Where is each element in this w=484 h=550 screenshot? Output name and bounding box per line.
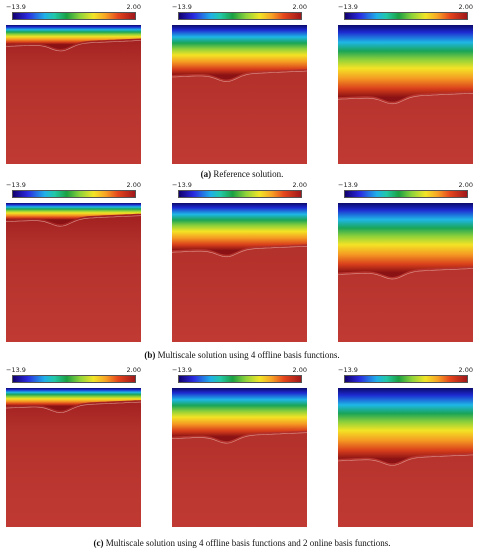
colorbar xyxy=(178,12,302,20)
front-line xyxy=(338,268,473,280)
solution-map xyxy=(338,25,473,164)
panel-a3: −13.9 2.00 xyxy=(338,3,473,164)
colorbar-max-label: 2.00 xyxy=(458,3,473,11)
colorbar-max-label: 2.00 xyxy=(458,366,473,374)
caption-text: Reference solution. xyxy=(211,169,284,179)
colorbar-min-label: −13.9 xyxy=(338,181,358,189)
saturated-region xyxy=(6,25,141,164)
front-line xyxy=(6,40,141,52)
colorbar xyxy=(344,375,468,383)
front-line xyxy=(338,454,473,466)
front-line xyxy=(338,93,473,105)
caption-tag: (a) xyxy=(200,169,212,179)
caption-tag: (c) xyxy=(93,538,104,548)
solution-map xyxy=(172,25,307,164)
solution-map xyxy=(338,203,473,342)
gradient-band xyxy=(172,388,307,442)
caption-a: (a) Reference solution. xyxy=(0,169,484,179)
colorbar xyxy=(344,12,468,20)
panel-b1: −13.9 2.00 xyxy=(6,181,141,342)
colorbar-max-label: 2.00 xyxy=(292,366,307,374)
colorbar-min-label: −13.9 xyxy=(172,181,192,189)
colorbar xyxy=(344,190,468,198)
panel-c1: −13.9 2.00 xyxy=(6,366,141,527)
colorbar-max-label: 2.00 xyxy=(292,181,307,189)
panel-c3: −13.9 2.00 xyxy=(338,366,473,527)
colorbar xyxy=(12,12,136,20)
solution-map xyxy=(6,25,141,164)
caption-text: Multiscale solution using 4 offline basi… xyxy=(155,350,340,360)
gradient-band xyxy=(338,203,473,278)
colorbar-min-label: −13.9 xyxy=(172,366,192,374)
gradient-band xyxy=(172,203,307,255)
colorbar-max-label: 2.00 xyxy=(458,181,473,189)
gradient-band xyxy=(6,388,141,411)
saturated-region xyxy=(6,388,141,527)
gradient-band xyxy=(6,25,141,49)
caption-b: (b) Multiscale solution using 4 offline … xyxy=(0,350,484,360)
colorbar-min-label: −13.9 xyxy=(6,3,26,11)
gradient-band xyxy=(172,25,307,80)
saturated-region xyxy=(6,203,141,342)
caption-tag: (b) xyxy=(144,350,156,360)
gradient-band xyxy=(338,25,473,102)
solution-map xyxy=(6,388,141,527)
front-line xyxy=(6,401,141,413)
panel-b3: −13.9 2.00 xyxy=(338,181,473,342)
colorbar-min-label: −13.9 xyxy=(172,3,192,11)
colorbar xyxy=(12,190,136,198)
solution-map xyxy=(172,388,307,527)
gradient-band xyxy=(6,203,141,225)
colorbar-max-label: 2.00 xyxy=(126,181,141,189)
caption-text: Multiscale solution using 4 offline basi… xyxy=(103,538,391,548)
caption-c: (c) Multiscale solution using 4 offline … xyxy=(0,538,484,548)
gradient-band xyxy=(338,388,473,464)
colorbar-max-label: 2.00 xyxy=(126,366,141,374)
colorbar xyxy=(178,375,302,383)
colorbar xyxy=(12,375,136,383)
front-line xyxy=(172,432,307,444)
panel-c2: −13.9 2.00 xyxy=(172,366,307,527)
panel-b2: −13.9 2.00 xyxy=(172,181,307,342)
colorbar-min-label: −13.9 xyxy=(338,366,358,374)
colorbar-max-label: 2.00 xyxy=(126,3,141,11)
front-line xyxy=(6,215,141,227)
colorbar-min-label: −13.9 xyxy=(338,3,358,11)
panel-a1: −13.9 2.00 xyxy=(6,3,141,164)
colorbar-max-label: 2.00 xyxy=(292,3,307,11)
colorbar-min-label: −13.9 xyxy=(6,181,26,189)
solution-map xyxy=(6,203,141,342)
colorbar-min-label: −13.9 xyxy=(6,366,26,374)
front-line xyxy=(172,246,307,258)
panel-a2: −13.9 2.00 xyxy=(172,3,307,164)
solution-map xyxy=(172,203,307,342)
solution-map xyxy=(338,388,473,527)
colorbar xyxy=(178,190,302,198)
front-line xyxy=(172,70,307,82)
